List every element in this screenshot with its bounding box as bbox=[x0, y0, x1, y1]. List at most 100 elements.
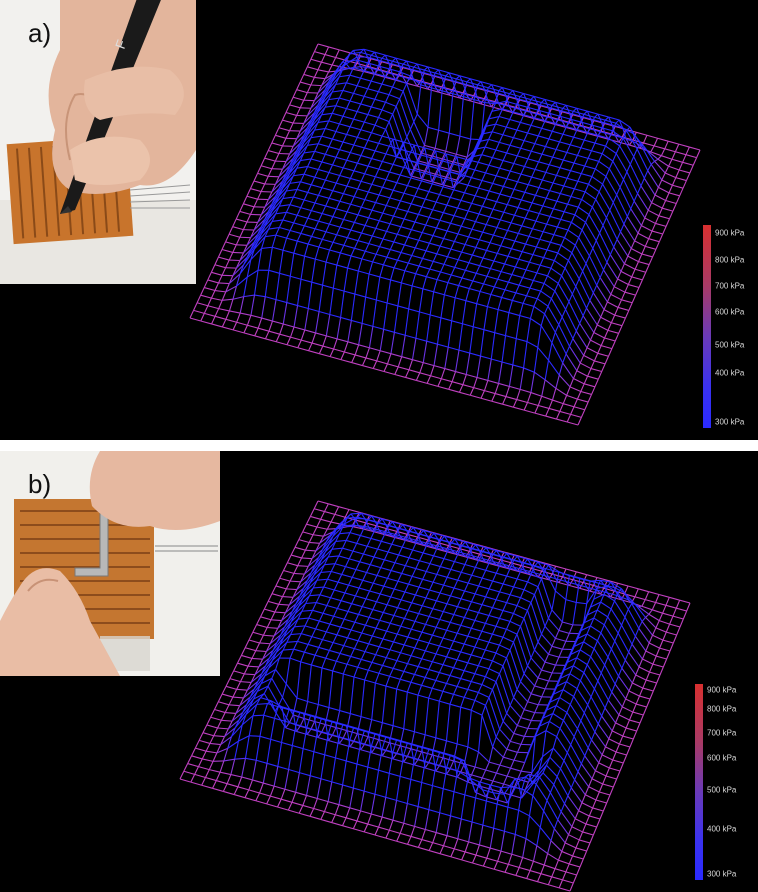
mesh-line bbox=[386, 230, 398, 235]
mesh-line bbox=[432, 661, 444, 666]
mesh-line bbox=[420, 84, 432, 89]
mesh-line bbox=[467, 575, 473, 584]
mesh-line bbox=[593, 609, 598, 619]
mesh-line bbox=[411, 254, 423, 259]
mesh-line bbox=[561, 641, 567, 650]
mesh-line bbox=[470, 78, 482, 83]
mesh-line bbox=[482, 824, 494, 829]
mesh-line bbox=[407, 236, 419, 241]
mesh-line bbox=[558, 316, 563, 325]
mesh-line bbox=[534, 704, 539, 713]
mesh-line bbox=[502, 553, 508, 558]
mesh-line bbox=[629, 164, 642, 187]
mesh-line bbox=[588, 248, 594, 257]
mesh-line bbox=[231, 724, 243, 738]
mesh-line bbox=[392, 521, 397, 528]
mesh-line bbox=[513, 566, 525, 571]
mesh-line bbox=[530, 392, 542, 397]
mesh-line bbox=[533, 96, 539, 105]
mesh-line bbox=[488, 157, 493, 166]
mesh-line bbox=[439, 611, 444, 620]
mesh-line bbox=[471, 567, 476, 576]
mesh-line bbox=[261, 236, 266, 249]
mesh-line bbox=[358, 270, 370, 275]
mesh-line bbox=[356, 820, 368, 825]
mesh-line bbox=[442, 176, 447, 185]
mesh-line bbox=[447, 282, 459, 287]
mesh-line bbox=[232, 218, 237, 227]
mesh-line bbox=[496, 772, 508, 777]
mesh-line bbox=[542, 179, 554, 184]
mesh-line bbox=[559, 159, 564, 168]
mesh-line bbox=[563, 185, 575, 190]
mesh-line bbox=[368, 235, 373, 244]
mesh-line bbox=[654, 215, 660, 224]
mesh-line bbox=[384, 525, 390, 534]
mesh-line bbox=[464, 210, 469, 219]
mesh-line bbox=[544, 99, 549, 108]
mesh-line bbox=[611, 122, 617, 131]
mesh-line bbox=[495, 591, 501, 600]
mesh-line bbox=[487, 358, 492, 381]
mesh-line bbox=[400, 244, 406, 253]
mesh-line bbox=[665, 192, 670, 201]
mesh-line bbox=[362, 572, 367, 581]
mesh-line bbox=[285, 683, 298, 699]
mesh-line bbox=[565, 346, 570, 355]
mesh-line bbox=[552, 156, 564, 161]
mesh-line bbox=[216, 780, 228, 785]
mesh-line bbox=[342, 825, 354, 830]
mesh-line bbox=[421, 829, 426, 840]
mesh-line bbox=[544, 120, 556, 125]
mesh-line bbox=[310, 58, 322, 63]
mesh-line bbox=[514, 810, 520, 835]
scale-label-400: 400 kPa bbox=[715, 368, 745, 378]
mesh-line bbox=[237, 655, 242, 664]
mesh-line bbox=[513, 586, 525, 591]
mesh-line bbox=[502, 178, 508, 187]
mesh-line bbox=[466, 81, 478, 86]
mesh-line bbox=[349, 807, 361, 812]
mesh-line bbox=[317, 718, 322, 731]
mesh-line bbox=[326, 604, 338, 610]
mesh-line bbox=[403, 803, 408, 824]
mesh-line bbox=[493, 560, 504, 565]
mesh-line bbox=[321, 54, 326, 63]
mesh-line bbox=[531, 169, 536, 178]
mesh-line bbox=[346, 185, 358, 190]
mesh-line bbox=[241, 776, 253, 781]
mesh-line bbox=[558, 374, 571, 388]
mesh-line bbox=[477, 631, 483, 640]
mesh-line bbox=[595, 199, 607, 218]
mesh-line bbox=[232, 226, 244, 231]
mesh-line bbox=[565, 118, 571, 127]
mesh-line bbox=[339, 97, 351, 102]
mesh-line bbox=[285, 130, 291, 139]
mesh-line bbox=[393, 215, 405, 220]
mesh-line bbox=[538, 187, 550, 192]
mesh-line bbox=[478, 781, 484, 790]
mesh-line bbox=[664, 166, 670, 174]
mesh-line bbox=[382, 748, 394, 753]
mesh-line bbox=[592, 292, 605, 310]
mesh-line bbox=[520, 681, 532, 695]
mesh-line bbox=[543, 231, 555, 236]
mesh-line bbox=[211, 323, 223, 328]
mesh-line bbox=[357, 111, 368, 116]
mesh-line bbox=[471, 195, 476, 204]
mesh-line bbox=[450, 196, 462, 201]
mesh-line bbox=[385, 76, 396, 81]
mesh-line bbox=[513, 752, 518, 761]
mesh-line bbox=[346, 159, 358, 164]
mesh-line bbox=[385, 146, 390, 155]
mesh-line bbox=[331, 822, 343, 827]
mesh-line bbox=[520, 589, 525, 598]
mesh-line bbox=[268, 600, 279, 605]
mesh-line bbox=[604, 122, 616, 127]
mesh-line bbox=[461, 541, 466, 547]
mesh-line bbox=[335, 49, 340, 58]
mesh-line bbox=[482, 558, 494, 563]
mesh-line bbox=[286, 344, 298, 349]
mesh-line bbox=[243, 325, 248, 334]
mesh-line bbox=[179, 771, 185, 780]
